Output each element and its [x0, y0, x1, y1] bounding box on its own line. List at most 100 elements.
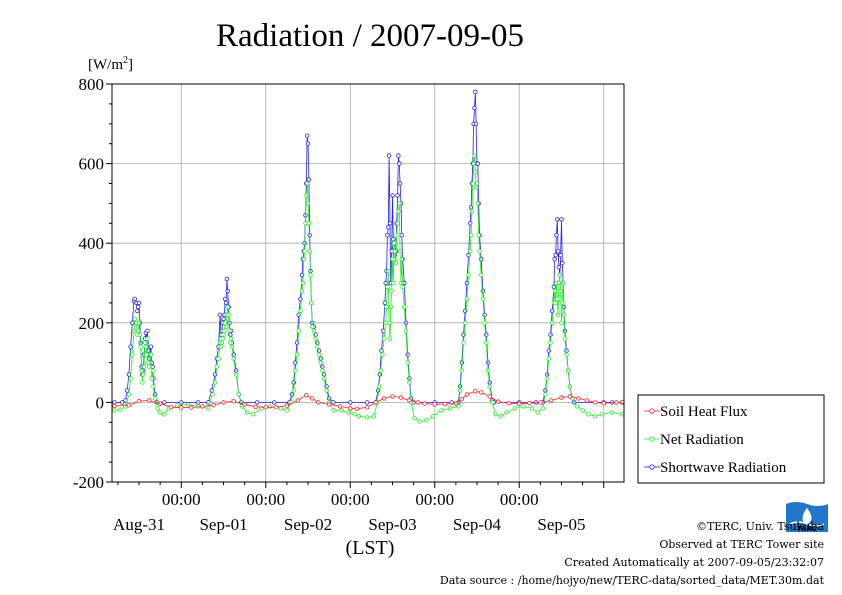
data-point [130, 320, 135, 325]
data-point [126, 392, 132, 397]
data-point [562, 336, 568, 341]
data-point [305, 201, 311, 206]
data-point [457, 388, 463, 393]
data-point [136, 399, 142, 404]
data-point [320, 368, 325, 373]
data-point [231, 399, 236, 404]
data-point [174, 403, 180, 408]
data-point [391, 236, 396, 242]
data-point [149, 376, 154, 381]
data-point [464, 296, 470, 302]
data-point [300, 280, 306, 286]
data-point [554, 232, 559, 238]
data-point [225, 288, 230, 294]
data-point [559, 320, 564, 325]
data-point [212, 380, 218, 385]
data-point [128, 376, 133, 381]
data-point [449, 400, 454, 405]
data-point [473, 89, 478, 95]
data-point [231, 356, 236, 361]
data-point [574, 404, 579, 409]
data-point [291, 388, 296, 393]
data-point [394, 232, 399, 238]
data-point [222, 296, 228, 302]
legend-label: Shortwave Radiation [660, 460, 787, 476]
data-point [224, 276, 230, 282]
data-point [476, 232, 481, 238]
data-point [472, 153, 477, 158]
data-point [356, 414, 361, 419]
data-point [221, 332, 226, 337]
data-point [393, 260, 399, 266]
data-point [168, 405, 174, 410]
data-point [310, 324, 315, 329]
data-point [386, 320, 392, 325]
data-point [218, 344, 224, 349]
data-point [381, 396, 387, 401]
data-point [387, 221, 393, 226]
data-point [535, 410, 540, 415]
data-point [131, 328, 137, 333]
data-point [561, 280, 566, 286]
data-point [148, 344, 154, 349]
data-point [112, 403, 117, 409]
data-point [396, 209, 401, 214]
data-point [498, 414, 503, 419]
grid [112, 84, 624, 482]
y-unit-text: [W/m [88, 57, 123, 73]
x-tick-label: 00:00 [415, 490, 454, 509]
data-point [210, 392, 215, 397]
data-point [471, 161, 476, 166]
data-point [469, 209, 475, 214]
data-point [214, 364, 219, 369]
y-tick-label: 600 [79, 155, 105, 174]
data-point [529, 406, 535, 411]
y-tick-label: 200 [79, 314, 105, 333]
chart-title: Radiation / 2007-09-05 [216, 18, 524, 54]
footer-observed: Observed at TERC Tower site [659, 538, 824, 551]
data-point [442, 401, 448, 407]
data-point [487, 394, 492, 399]
data-point [331, 400, 336, 405]
data-point [453, 401, 459, 406]
x-axis-label: (LST) [346, 537, 395, 559]
data-point [403, 320, 409, 325]
data-point [137, 332, 143, 337]
data-point [139, 368, 144, 373]
data-point [430, 414, 436, 419]
data-point [313, 336, 318, 341]
data-point [339, 408, 344, 413]
data-point [365, 415, 370, 420]
data-point [151, 384, 156, 389]
plot-frame [111, 83, 625, 483]
data-point [206, 406, 211, 411]
legend-swatch-marker [649, 408, 655, 414]
data-point [480, 288, 486, 294]
data-point [242, 402, 247, 407]
series-soil-heat-flux [112, 389, 625, 411]
data-point [599, 412, 605, 417]
data-point [128, 344, 133, 349]
data-point [544, 376, 550, 381]
data-point [225, 304, 230, 310]
data-point [348, 400, 353, 405]
data-point [390, 193, 395, 198]
data-point [295, 398, 301, 403]
data-point [135, 328, 141, 333]
data-point [399, 232, 404, 238]
data-point [200, 404, 205, 409]
data-point [138, 344, 143, 349]
data-point [552, 256, 557, 262]
data-point [417, 419, 422, 424]
data-point [307, 232, 312, 238]
data-point [484, 332, 489, 337]
data-point [397, 161, 402, 166]
data-point [470, 181, 475, 186]
series-net-radiation [112, 153, 625, 424]
data-point [399, 256, 404, 262]
data-point [475, 201, 480, 206]
data-point [461, 340, 466, 345]
data-point [305, 133, 310, 138]
data-point [250, 412, 256, 417]
data-point [561, 312, 567, 317]
